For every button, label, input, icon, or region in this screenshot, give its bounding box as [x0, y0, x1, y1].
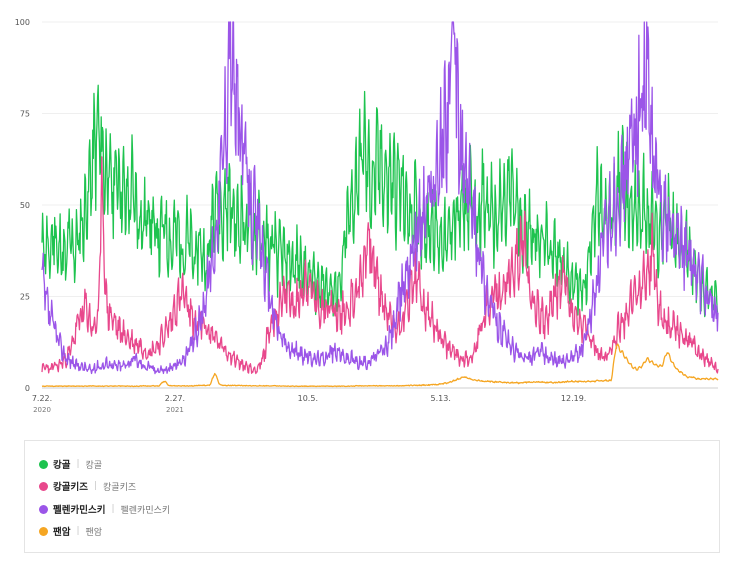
- x-tick-year: 2020: [33, 406, 51, 414]
- series-line: [41, 21, 719, 375]
- legend-item-panam[interactable]: 팬암 | 팬암: [39, 523, 102, 539]
- legend-dot-icon: [39, 481, 48, 491]
- legend-name: 팬암: [53, 527, 71, 538]
- legend-separator: |: [76, 526, 80, 536]
- x-tick-label: 12.19.: [561, 394, 586, 403]
- legend-separator: |: [76, 459, 80, 469]
- y-tick-label: 0: [25, 384, 30, 393]
- legend-dot-icon: [39, 526, 48, 536]
- y-tick-label: 25: [20, 293, 30, 302]
- legend-separator: |: [93, 481, 98, 491]
- legend-sub: 캉골: [85, 460, 103, 471]
- x-tick-label: 5.13.: [431, 394, 451, 403]
- legend-item-pellen-kaminski[interactable]: 펠렌카민스키 | 펠렌카민스키: [39, 501, 170, 517]
- x-tick-label: 2.27.: [165, 394, 185, 403]
- legend-dot-icon: [39, 459, 48, 469]
- x-tick-label: 10.5.: [298, 394, 318, 403]
- legend-name: 캉골키즈: [53, 482, 88, 493]
- legend-name: 펠렌카민스키: [53, 505, 106, 516]
- series-line: [41, 343, 719, 388]
- legend-item-kangol[interactable]: 캉골 | 캉골: [39, 456, 102, 472]
- legend-sub: 팬암: [85, 527, 103, 538]
- y-tick-label: 100: [15, 18, 30, 27]
- legend-dot-icon: [39, 504, 48, 514]
- legend-item-kangol-kids[interactable]: 캉골키즈 | 캉골키즈: [39, 478, 136, 494]
- legend-separator: |: [111, 504, 115, 514]
- y-tick-label: 50: [20, 201, 30, 210]
- legend: 캉골 | 캉골 캉골키즈 | 캉골키즈 펠렌카민스키 | 펠렌카민스키 팬암 |…: [24, 440, 720, 553]
- x-tick-label: 7.22.: [32, 394, 52, 403]
- legend-sub: 캉골키즈: [103, 482, 137, 493]
- y-tick-label: 75: [20, 110, 30, 119]
- legend-sub: 펠렌카민스키: [120, 505, 171, 516]
- series-line: [41, 156, 719, 375]
- legend-name: 캉골: [53, 460, 71, 471]
- x-tick-year: 2021: [166, 406, 184, 414]
- line-chart: 0 25 50 75 100 7.22. 2020 2.27. 2021 10.5. 5.13. 12…: [15, 18, 719, 414]
- chart-canvas: 0 25 50 75 100 7.22. 2020 2.27. 2021 10.5. 5.13. 12…: [15, 18, 719, 414]
